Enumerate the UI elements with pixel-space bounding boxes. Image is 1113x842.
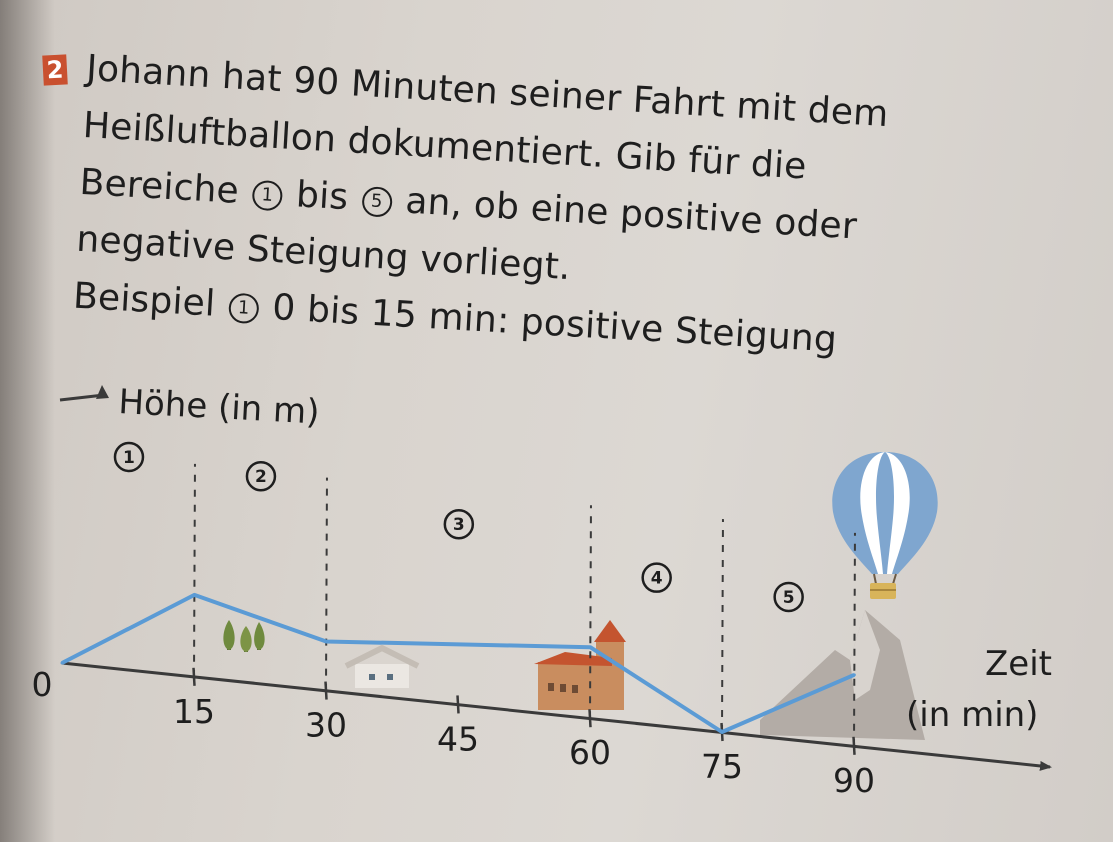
- height-series-line: [61, 592, 856, 734]
- x-tick: [456, 695, 460, 714]
- house-icon: [344, 645, 420, 688]
- x-tick: [588, 709, 592, 728]
- series-point: [60, 661, 64, 665]
- region-divider: [721, 519, 724, 733]
- x-tick-label: 60: [569, 733, 611, 772]
- region-divider: [325, 477, 328, 691]
- hot-air-balloon-icon: [832, 452, 938, 599]
- region-divider: [589, 505, 592, 719]
- height-series-points: [60, 593, 856, 734]
- region-divider: [853, 532, 856, 746]
- x-tick: [324, 681, 328, 700]
- circled-number-icon: [443, 508, 475, 540]
- region-marker-4: 4: [641, 562, 672, 593]
- mountain-icon: [760, 610, 925, 740]
- x-tick-label: 30: [305, 706, 347, 745]
- region-divider-lines: [193, 463, 856, 746]
- y-axis: [59, 393, 105, 402]
- region-label: 5: [783, 588, 795, 608]
- x-tick-label: 90: [833, 761, 875, 800]
- region-markers: 1 2 3 4 5: [113, 441, 804, 613]
- region-marker-3: 3: [443, 508, 475, 540]
- series-point: [720, 730, 724, 734]
- circled-number-icon: [773, 581, 804, 613]
- circled-number-icon: [113, 441, 145, 473]
- series-point: [588, 645, 592, 649]
- x-tick-label: 0: [32, 665, 53, 704]
- x-tick: [852, 736, 856, 755]
- y-axis-label: Höhe (in m): [118, 382, 321, 432]
- church-icon: [534, 620, 626, 710]
- x-axis-label-line1: Zeit: [985, 644, 1052, 684]
- y-axis-arrowhead: [96, 385, 109, 399]
- x-axis: [61, 661, 1052, 771]
- x-tick-label: 75: [701, 747, 743, 786]
- x-tick: [192, 667, 196, 686]
- region-marker-2: 2: [245, 460, 277, 492]
- region-marker-1: 1: [113, 441, 145, 473]
- region-label: 3: [453, 515, 465, 535]
- series-point: [852, 673, 856, 677]
- region-label: 2: [255, 467, 267, 487]
- region-divider: [193, 463, 196, 677]
- region-marker-5: 5: [773, 581, 804, 613]
- series-point: [192, 593, 196, 597]
- circled-number-icon: [641, 562, 672, 593]
- x-axis-label-line2: (in min): [906, 695, 1038, 735]
- trees-icon: [223, 620, 265, 652]
- series-point: [324, 639, 328, 643]
- x-tick-labels: 0 15 30 45 60 75 90: [32, 665, 876, 800]
- circled-number-icon: [245, 460, 277, 492]
- x-tick-label: 45: [437, 719, 479, 758]
- region-label: 1: [123, 448, 135, 468]
- x-tick-label: 15: [173, 692, 215, 731]
- region-label: 4: [651, 569, 663, 589]
- page-edge-shadow: [0, 0, 55, 842]
